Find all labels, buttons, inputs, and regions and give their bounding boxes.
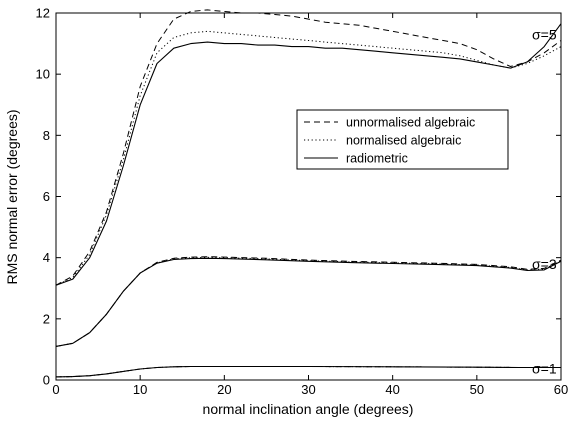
series-line-σ=5-normalised-algebraic — [55, 30, 562, 286]
legend-box — [296, 109, 509, 170]
y-tick-label: 4 — [43, 250, 50, 265]
legend-entry-label: normalised algebraic — [346, 134, 461, 148]
legend: unnormalised algebraic normalised algebra… — [296, 109, 509, 170]
y-tick-label: 6 — [43, 189, 50, 204]
x-axis-label: normal inclination angle (degrees) — [203, 401, 414, 417]
group-labels: σ=5 σ=3 σ=1 — [532, 26, 557, 376]
group-label: σ=5 — [532, 26, 557, 42]
series-line-σ=3-unnormalised-algebraic — [55, 256, 562, 347]
plot-area-frame — [55, 12, 562, 381]
y-tick-label: 12 — [36, 6, 50, 21]
group-label: σ=3 — [532, 256, 557, 272]
axis-ticks — [55, 12, 562, 381]
series-line-σ=3-radiometric — [55, 257, 562, 347]
series-line-σ=3-normalised-algebraic — [55, 256, 562, 347]
legend-entry-label: unnormalised algebraic — [346, 116, 475, 130]
x-tick-label: 20 — [217, 382, 231, 397]
x-tick-label: 50 — [470, 382, 484, 397]
y-tick-label: 2 — [43, 311, 50, 326]
legend-entry-label: radiometric — [346, 152, 408, 166]
series-line-σ=1-radiometric — [55, 365, 561, 378]
series-line-σ=5-unnormalised-algebraic — [55, 9, 562, 286]
x-tick-label: 10 — [133, 382, 147, 397]
y-tick-label: 10 — [36, 67, 50, 82]
axis-tick-labels: 0 10 20 30 40 50 60 0 2 4 6 8 10 12 — [36, 6, 569, 398]
y-axis-label: RMS normal error (degrees) — [4, 109, 20, 284]
x-tick-label: 30 — [301, 382, 315, 397]
y-tick-label: 8 — [43, 128, 50, 143]
series-line-σ=5-radiometric — [55, 23, 562, 286]
x-tick-label: 60 — [554, 382, 568, 397]
y-tick-label: 0 — [43, 373, 50, 388]
x-tick-label: 40 — [385, 382, 399, 397]
series-lines — [55, 9, 562, 378]
group-label: σ=1 — [532, 360, 557, 376]
x-tick-label: 0 — [52, 382, 59, 397]
